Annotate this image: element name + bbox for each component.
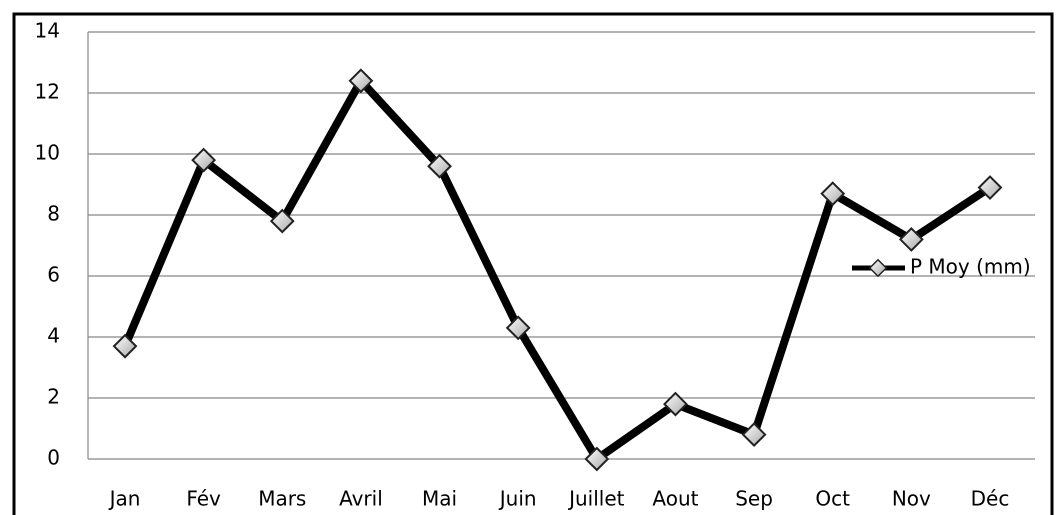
x-tick-label: Juin	[498, 487, 537, 511]
x-tick-label: Mai	[422, 487, 457, 511]
point	[112, 333, 138, 359]
x-tick-label: Sep	[735, 487, 773, 511]
point	[191, 147, 217, 173]
x-tick-label: Mars	[258, 487, 306, 511]
y-tick-label: 10	[35, 141, 60, 165]
x-tick-label: Oct	[815, 487, 850, 511]
y-tick-label: 14	[35, 19, 60, 43]
x-tick-label: Fév	[186, 487, 221, 511]
y-tick-label: 6	[47, 263, 60, 287]
x-tick-label: Avril	[339, 487, 383, 511]
x-tick-label: Juillet	[567, 487, 625, 511]
x-tick-label: Aout	[652, 487, 698, 511]
chart-frame	[12, 12, 1054, 515]
point	[348, 68, 374, 94]
y-tick-label: 0	[47, 446, 60, 470]
point	[584, 446, 610, 472]
point	[427, 153, 452, 179]
y-tick-label: 8	[47, 202, 60, 226]
point	[505, 315, 531, 341]
point	[898, 226, 924, 252]
x-tick-label: Déc	[971, 487, 1010, 511]
line	[121, 76, 993, 463]
legend-marker	[868, 258, 888, 278]
point	[820, 181, 846, 207]
x-tick-label: Jan	[108, 487, 141, 511]
y-tick-label: 12	[35, 80, 60, 104]
y-tick-label: 4	[47, 324, 60, 348]
point	[977, 175, 1003, 200]
point	[741, 422, 767, 448]
x-tick-label: Nov	[892, 487, 931, 511]
y-tick-label: 2	[47, 385, 60, 409]
legend-label: P Moy (mm)	[910, 255, 1031, 279]
point	[269, 208, 295, 234]
point	[663, 391, 688, 417]
